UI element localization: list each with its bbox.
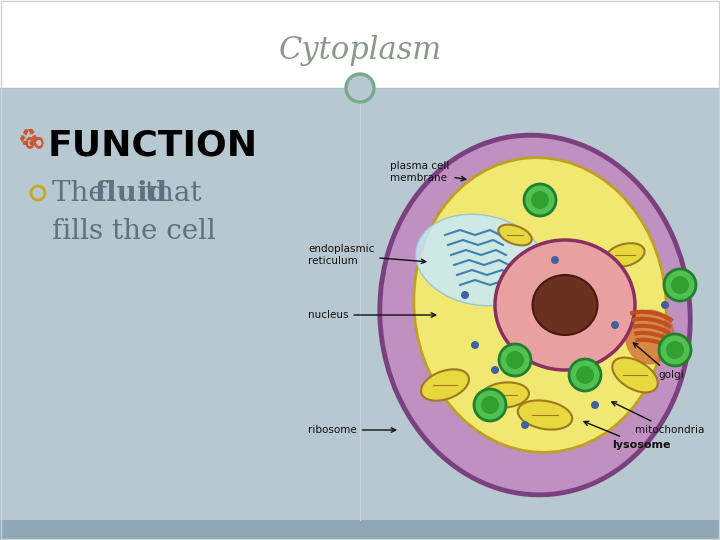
Ellipse shape <box>518 400 572 430</box>
Circle shape <box>461 291 469 299</box>
Text: plasma cell
membrane: plasma cell membrane <box>390 161 466 183</box>
Bar <box>0 0 720 88</box>
Ellipse shape <box>421 369 469 401</box>
Circle shape <box>569 359 601 391</box>
Circle shape <box>671 276 689 294</box>
Text: The: The <box>52 180 114 207</box>
Ellipse shape <box>415 214 544 306</box>
Text: ∞: ∞ <box>22 128 45 156</box>
Circle shape <box>506 351 524 369</box>
Circle shape <box>591 401 599 409</box>
Text: ♻: ♻ <box>18 127 39 151</box>
Text: Cytoplasm: Cytoplasm <box>279 35 441 65</box>
Circle shape <box>524 184 556 216</box>
Circle shape <box>481 396 499 414</box>
Circle shape <box>659 334 691 366</box>
Ellipse shape <box>612 357 658 393</box>
Ellipse shape <box>414 158 666 453</box>
Circle shape <box>521 421 529 429</box>
Circle shape <box>499 344 531 376</box>
Circle shape <box>664 269 696 301</box>
Text: ribosome: ribosome <box>308 425 396 435</box>
Circle shape <box>471 341 479 349</box>
Ellipse shape <box>495 240 635 370</box>
Bar <box>0 88 720 520</box>
Text: FUNCTION: FUNCTION <box>48 128 258 162</box>
Ellipse shape <box>625 309 675 364</box>
Circle shape <box>661 301 669 309</box>
Circle shape <box>666 341 684 359</box>
Ellipse shape <box>606 243 644 267</box>
Text: that: that <box>136 180 202 207</box>
Ellipse shape <box>498 225 532 245</box>
Ellipse shape <box>379 135 690 495</box>
Text: lysosome: lysosome <box>584 421 670 450</box>
Text: endoplasmic
reticulum: endoplasmic reticulum <box>308 244 426 266</box>
Circle shape <box>576 366 594 384</box>
Circle shape <box>611 321 619 329</box>
Circle shape <box>474 389 506 421</box>
Ellipse shape <box>533 275 598 335</box>
Circle shape <box>346 74 374 102</box>
Circle shape <box>491 366 499 374</box>
Text: golgi: golgi <box>634 343 683 380</box>
Text: fills the cell: fills the cell <box>52 218 216 245</box>
Bar <box>0 520 720 540</box>
Text: nucleus: nucleus <box>308 310 436 320</box>
Ellipse shape <box>481 382 529 408</box>
Circle shape <box>551 256 559 264</box>
Text: mitochondria: mitochondria <box>612 402 704 435</box>
Text: fluid: fluid <box>94 180 167 207</box>
Circle shape <box>531 191 549 209</box>
